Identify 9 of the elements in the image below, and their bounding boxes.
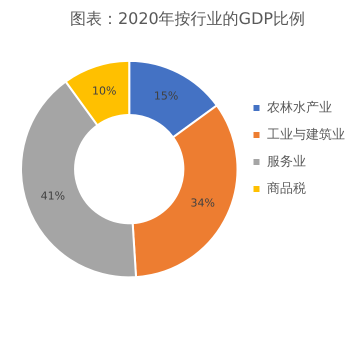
legend-label: 商品税: [267, 181, 306, 196]
data-label: 41%: [40, 189, 66, 202]
legend-label: 服务业: [267, 154, 306, 170]
data-label: 34%: [190, 196, 215, 210]
legend-label: 农林水产业: [267, 100, 332, 116]
legend-label: 工业与建筑业: [267, 127, 345, 142]
data-label: 15%: [154, 90, 178, 103]
chart-title: 图表：2020年按行业的GDP比例: [70, 8, 306, 28]
data-label: 10%: [92, 84, 116, 98]
